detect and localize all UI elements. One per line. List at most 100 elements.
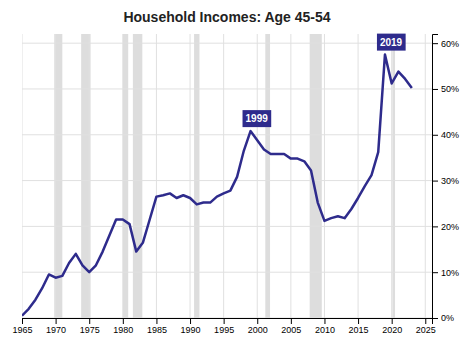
y-grid-line [22, 134, 432, 135]
x-tick-mark [257, 318, 258, 324]
y-tick-label: 50% [441, 84, 459, 94]
x-grid-line [358, 34, 359, 318]
y-tick-label: 60% [441, 39, 459, 49]
x-tick: 2010 [315, 318, 335, 335]
x-tick-label: 2015 [349, 325, 369, 335]
y-tick: 40% [432, 130, 459, 140]
x-grid-line [425, 34, 426, 318]
y-tick: 0% [432, 313, 454, 323]
x-tick: 1975 [80, 318, 100, 335]
x-tick-mark [291, 318, 292, 324]
x-tick-label: 2010 [315, 325, 335, 335]
annotation-box [243, 110, 272, 127]
x-tick: 2005 [281, 318, 301, 335]
y-tick-label: 10% [441, 268, 459, 278]
x-tick: 2020 [382, 318, 402, 335]
y-grid-line [22, 318, 432, 319]
y-tick-mark [432, 135, 438, 136]
x-tick-label: 1995 [214, 325, 234, 335]
x-axis-line [23, 319, 433, 325]
x-tick-mark [392, 318, 393, 324]
y-tick: 20% [432, 222, 459, 232]
y-tick: 60% [432, 39, 459, 49]
x-grid-line [55, 34, 56, 318]
data-area [22, 34, 432, 318]
x-axis: 1965 1970 1975 1980 1985 1990 1995 2000 2005 2010… [12, 318, 435, 335]
y-tick-label: 30% [441, 176, 459, 186]
y-tick-label: 20% [441, 222, 459, 232]
y-tick-mark [432, 181, 438, 182]
x-tick-mark [56, 318, 57, 324]
y-tick-label: 40% [441, 130, 459, 140]
annotation: 2019 [377, 34, 406, 51]
x-tick-label: 1970 [46, 325, 66, 335]
y-tick-mark [432, 89, 438, 90]
x-tick-label: 1985 [147, 325, 167, 335]
x-grid-line [190, 34, 191, 318]
x-tick-mark [156, 318, 157, 324]
bands [54, 34, 395, 318]
recession-band [123, 34, 128, 318]
y-axis-line [433, 35, 439, 319]
recession-band [194, 34, 199, 318]
x-tick: 2025 [416, 318, 436, 335]
y-grid-line [22, 272, 432, 273]
y-grid-line [22, 88, 432, 89]
y-tick: 50% [432, 84, 459, 94]
x-tick-label: 2005 [281, 325, 301, 335]
x-tick: 1990 [181, 318, 201, 335]
y-tick: 30% [432, 176, 459, 186]
x-tick-mark [324, 318, 325, 324]
x-grid-line [89, 34, 90, 318]
x-tick-label: 2000 [248, 325, 268, 335]
x-tick-label: 2025 [416, 325, 436, 335]
annotation-label: 2019 [380, 37, 403, 48]
x-tick: 1965 [12, 318, 32, 335]
x-tick: 1970 [46, 318, 66, 335]
x-tick-mark [190, 318, 191, 324]
y-tick-mark [432, 226, 438, 227]
x-tick: 2000 [248, 318, 268, 335]
recession-band [133, 34, 142, 318]
x-grid-line [257, 34, 258, 318]
y-axis: 0% 10% 20% 30% 40% 50% 60% [432, 35, 459, 324]
y-grid-line [22, 226, 432, 227]
chart: 1965 1970 1975 1980 1985 1990 1995 2000 2005 2010… [0, 0, 474, 344]
y-tick-label: 0% [441, 313, 454, 323]
x-tick: 1985 [147, 318, 167, 335]
x-tick: 1980 [113, 318, 133, 335]
x-grid-line [156, 34, 157, 318]
x-grid-line [290, 34, 291, 318]
x-tick-mark [89, 318, 90, 324]
annotation-label: 1999 [246, 113, 269, 124]
grid [22, 34, 432, 318]
recession-band [265, 34, 270, 318]
annotation-box [377, 34, 406, 51]
x-tick-mark [123, 318, 124, 324]
x-tick-label: 2020 [382, 325, 402, 335]
x-grid-line [22, 34, 23, 318]
annotation: 1999 [243, 110, 272, 127]
x-grid-line [122, 34, 123, 318]
y-tick-mark [432, 272, 438, 273]
x-tick: 1995 [214, 318, 234, 335]
y-grid-line [22, 180, 432, 181]
x-grid-line [324, 34, 325, 318]
x-tick-mark [224, 318, 225, 324]
x-tick-label: 1990 [181, 325, 201, 335]
x-tick-mark [358, 318, 359, 324]
x-tick-mark [22, 318, 23, 324]
x-tick-label: 1975 [80, 325, 100, 335]
x-tick-label: 1980 [113, 325, 133, 335]
x-tick: 2015 [349, 318, 369, 335]
data-line [22, 55, 412, 316]
plot: 1965 1970 1975 1980 1985 1990 1995 2000 2005 2010… [12, 34, 459, 336]
annotations: 1999 2019 [243, 34, 406, 127]
x-tick-label: 1965 [12, 325, 32, 335]
title: Household Incomes: Age 45-54 [123, 9, 330, 25]
x-tick-mark [425, 318, 426, 324]
y-grid-line [22, 43, 432, 44]
y-tick-mark [432, 43, 438, 44]
y-tick: 10% [432, 268, 459, 278]
recession-band [81, 34, 90, 318]
